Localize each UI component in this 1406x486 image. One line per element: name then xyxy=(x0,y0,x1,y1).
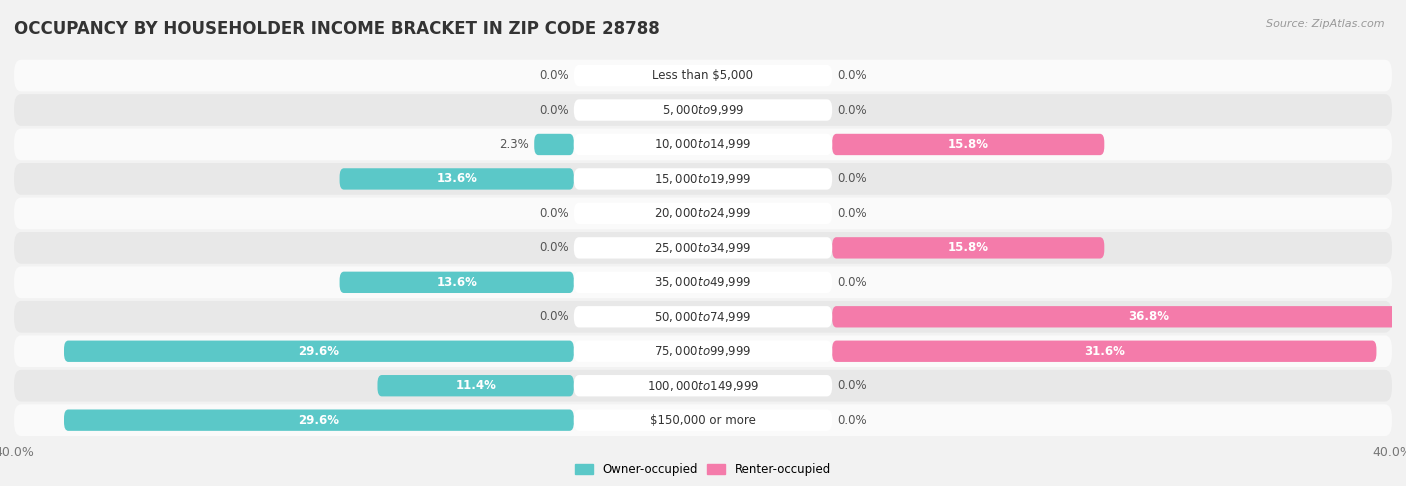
Text: 15.8%: 15.8% xyxy=(948,242,988,254)
FancyBboxPatch shape xyxy=(14,197,1392,229)
FancyBboxPatch shape xyxy=(14,301,1392,332)
Text: 0.0%: 0.0% xyxy=(538,242,568,254)
Text: 29.6%: 29.6% xyxy=(298,345,339,358)
Text: $25,000 to $34,999: $25,000 to $34,999 xyxy=(654,241,752,255)
Text: 0.0%: 0.0% xyxy=(838,414,868,427)
FancyBboxPatch shape xyxy=(14,94,1392,126)
FancyBboxPatch shape xyxy=(14,370,1392,401)
FancyBboxPatch shape xyxy=(574,410,832,431)
FancyBboxPatch shape xyxy=(14,335,1392,367)
FancyBboxPatch shape xyxy=(65,410,574,431)
Text: Source: ZipAtlas.com: Source: ZipAtlas.com xyxy=(1267,19,1385,30)
Text: $50,000 to $74,999: $50,000 to $74,999 xyxy=(654,310,752,324)
Text: 29.6%: 29.6% xyxy=(298,414,339,427)
FancyBboxPatch shape xyxy=(574,203,832,224)
Text: $5,000 to $9,999: $5,000 to $9,999 xyxy=(662,103,744,117)
Text: $10,000 to $14,999: $10,000 to $14,999 xyxy=(654,138,752,152)
FancyBboxPatch shape xyxy=(574,341,832,362)
Text: 36.8%: 36.8% xyxy=(1129,310,1170,323)
FancyBboxPatch shape xyxy=(14,266,1392,298)
Text: 0.0%: 0.0% xyxy=(538,310,568,323)
FancyBboxPatch shape xyxy=(14,129,1392,160)
FancyBboxPatch shape xyxy=(832,306,1406,328)
FancyBboxPatch shape xyxy=(340,168,574,190)
FancyBboxPatch shape xyxy=(340,272,574,293)
Legend: Owner-occupied, Renter-occupied: Owner-occupied, Renter-occupied xyxy=(571,458,835,481)
Text: 13.6%: 13.6% xyxy=(436,173,477,186)
Text: 31.6%: 31.6% xyxy=(1084,345,1125,358)
Text: $35,000 to $49,999: $35,000 to $49,999 xyxy=(654,276,752,289)
FancyBboxPatch shape xyxy=(14,232,1392,264)
FancyBboxPatch shape xyxy=(574,375,832,397)
FancyBboxPatch shape xyxy=(574,65,832,86)
FancyBboxPatch shape xyxy=(832,237,1104,259)
FancyBboxPatch shape xyxy=(574,99,832,121)
Text: 15.8%: 15.8% xyxy=(948,138,988,151)
Text: 0.0%: 0.0% xyxy=(838,173,868,186)
Text: 0.0%: 0.0% xyxy=(838,207,868,220)
FancyBboxPatch shape xyxy=(574,168,832,190)
Text: 11.4%: 11.4% xyxy=(456,379,496,392)
FancyBboxPatch shape xyxy=(832,341,1376,362)
FancyBboxPatch shape xyxy=(14,60,1392,91)
Text: 13.6%: 13.6% xyxy=(436,276,477,289)
Text: 0.0%: 0.0% xyxy=(538,207,568,220)
Text: 0.0%: 0.0% xyxy=(838,69,868,82)
Text: 0.0%: 0.0% xyxy=(538,69,568,82)
FancyBboxPatch shape xyxy=(377,375,574,397)
Text: 0.0%: 0.0% xyxy=(538,104,568,117)
Text: $150,000 or more: $150,000 or more xyxy=(650,414,756,427)
Text: $15,000 to $19,999: $15,000 to $19,999 xyxy=(654,172,752,186)
Text: 0.0%: 0.0% xyxy=(838,276,868,289)
Text: $75,000 to $99,999: $75,000 to $99,999 xyxy=(654,344,752,358)
FancyBboxPatch shape xyxy=(574,237,832,259)
Text: $20,000 to $24,999: $20,000 to $24,999 xyxy=(654,207,752,220)
FancyBboxPatch shape xyxy=(832,134,1104,155)
Text: $100,000 to $149,999: $100,000 to $149,999 xyxy=(647,379,759,393)
Text: Less than $5,000: Less than $5,000 xyxy=(652,69,754,82)
FancyBboxPatch shape xyxy=(534,134,574,155)
Text: 0.0%: 0.0% xyxy=(838,104,868,117)
FancyBboxPatch shape xyxy=(14,404,1392,436)
FancyBboxPatch shape xyxy=(65,341,574,362)
FancyBboxPatch shape xyxy=(574,306,832,328)
FancyBboxPatch shape xyxy=(574,134,832,155)
Text: 2.3%: 2.3% xyxy=(499,138,529,151)
Text: 0.0%: 0.0% xyxy=(838,379,868,392)
Text: OCCUPANCY BY HOUSEHOLDER INCOME BRACKET IN ZIP CODE 28788: OCCUPANCY BY HOUSEHOLDER INCOME BRACKET … xyxy=(14,19,659,37)
FancyBboxPatch shape xyxy=(14,163,1392,195)
FancyBboxPatch shape xyxy=(574,272,832,293)
